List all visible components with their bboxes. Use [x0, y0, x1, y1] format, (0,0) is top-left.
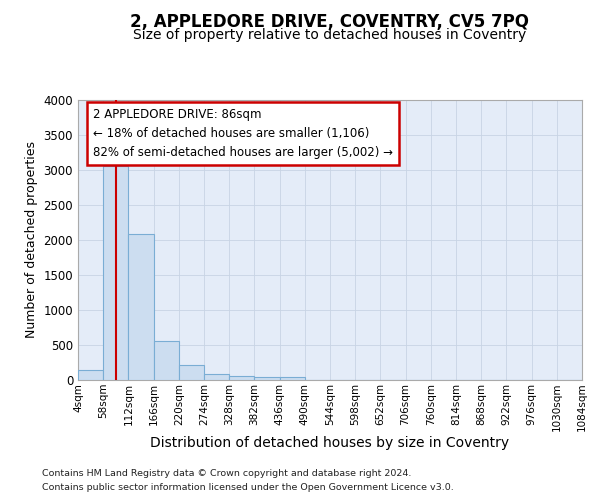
Bar	[179, 366, 204, 380]
Text: Size of property relative to detached houses in Coventry: Size of property relative to detached ho…	[133, 28, 527, 42]
Text: 2 APPLEDORE DRIVE: 86sqm
← 18% of detached houses are smaller (1,106)
82% of sem: 2 APPLEDORE DRIVE: 86sqm ← 18% of detach…	[93, 108, 393, 160]
Text: 2, APPLEDORE DRIVE, COVENTRY, CV5 7PQ: 2, APPLEDORE DRIVE, COVENTRY, CV5 7PQ	[131, 12, 530, 30]
Bar	[204, 374, 229, 380]
Bar	[128, 234, 154, 380]
Bar	[280, 377, 305, 380]
Bar	[229, 376, 254, 380]
Bar	[103, 166, 128, 380]
Y-axis label: Number of detached properties: Number of detached properties	[25, 142, 38, 338]
Bar	[78, 370, 103, 380]
Text: Contains public sector information licensed under the Open Government Licence v3: Contains public sector information licen…	[42, 484, 454, 492]
Text: Distribution of detached houses by size in Coventry: Distribution of detached houses by size …	[151, 436, 509, 450]
Bar	[254, 376, 280, 380]
Text: Contains HM Land Registry data © Crown copyright and database right 2024.: Contains HM Land Registry data © Crown c…	[42, 468, 412, 477]
Bar	[154, 341, 179, 380]
